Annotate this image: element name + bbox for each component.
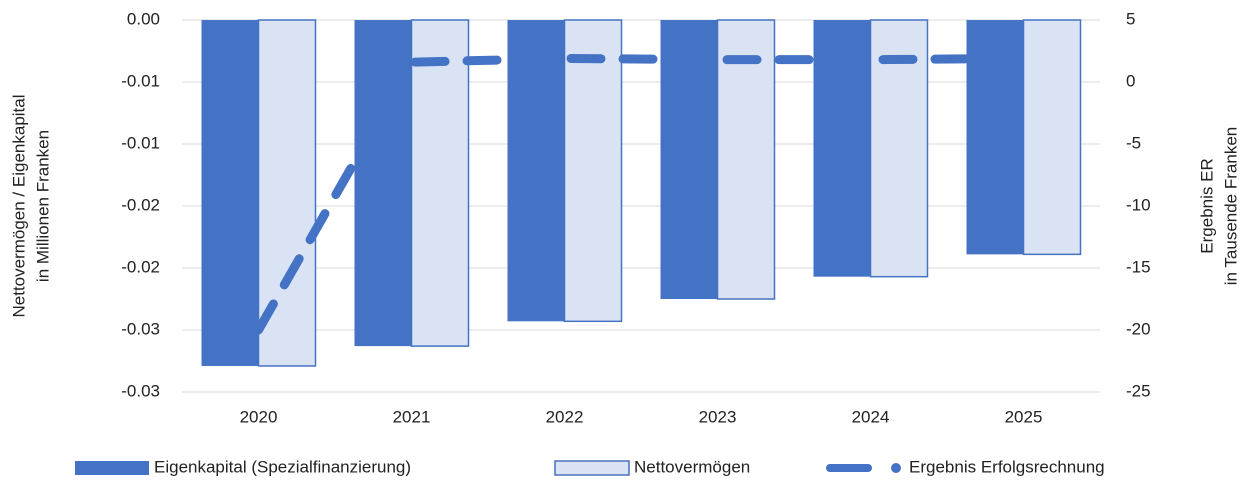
legend-label: Nettovermögen xyxy=(634,457,750,476)
y2-tick-label: -25 xyxy=(1126,381,1151,400)
x-tick-label: 2023 xyxy=(699,407,737,426)
y2-tick-label: -10 xyxy=(1126,195,1151,214)
bar xyxy=(507,20,565,322)
y-tick-label: -0.01 xyxy=(121,133,160,152)
x-tick-label: 2021 xyxy=(393,407,431,426)
x-tick-label: 2024 xyxy=(852,407,890,426)
legend-label: Ergebnis Erfolgsrechnung xyxy=(909,457,1105,476)
bar xyxy=(563,19,623,323)
line-series xyxy=(254,53,1028,335)
legend-swatch xyxy=(75,461,149,475)
bar xyxy=(354,20,412,347)
y-axis-title: Nettovermögen / Eigenkapital xyxy=(9,94,28,317)
y2-axis-title: in Tausende Franken xyxy=(1221,127,1240,285)
x-tick-label: 2025 xyxy=(1005,407,1043,426)
y2-tick-label: -20 xyxy=(1126,319,1151,338)
bar xyxy=(1022,19,1082,256)
y2-axis-title: Ergebnis ER xyxy=(1197,158,1216,253)
x-tick-label: 2020 xyxy=(240,407,278,426)
y2-tick-label: 0 xyxy=(1126,71,1135,90)
x-tick-label: 2022 xyxy=(546,407,584,426)
legend-swatch xyxy=(891,463,901,473)
y-tick-label: -0.02 xyxy=(121,195,160,214)
y2-tick-label: -15 xyxy=(1126,257,1151,276)
bar xyxy=(716,19,776,300)
y-axis-title: in Millionen Franken xyxy=(33,130,52,282)
legend-swatch xyxy=(554,460,630,476)
y2-tick-label: 5 xyxy=(1126,9,1135,28)
y-tick-label: -0.03 xyxy=(121,319,160,338)
bar xyxy=(660,20,718,299)
legend-label: Eigenkapital (Spezialfinanzierung) xyxy=(154,457,411,476)
y-tick-label: -0.03 xyxy=(121,381,160,400)
y-tick-label: 0.00 xyxy=(127,9,160,28)
y-tick-label: -0.02 xyxy=(121,257,160,276)
bar xyxy=(410,19,470,347)
y2-tick-label: -5 xyxy=(1126,133,1141,152)
y-tick-label: -0.01 xyxy=(121,71,160,90)
bar xyxy=(201,20,259,366)
